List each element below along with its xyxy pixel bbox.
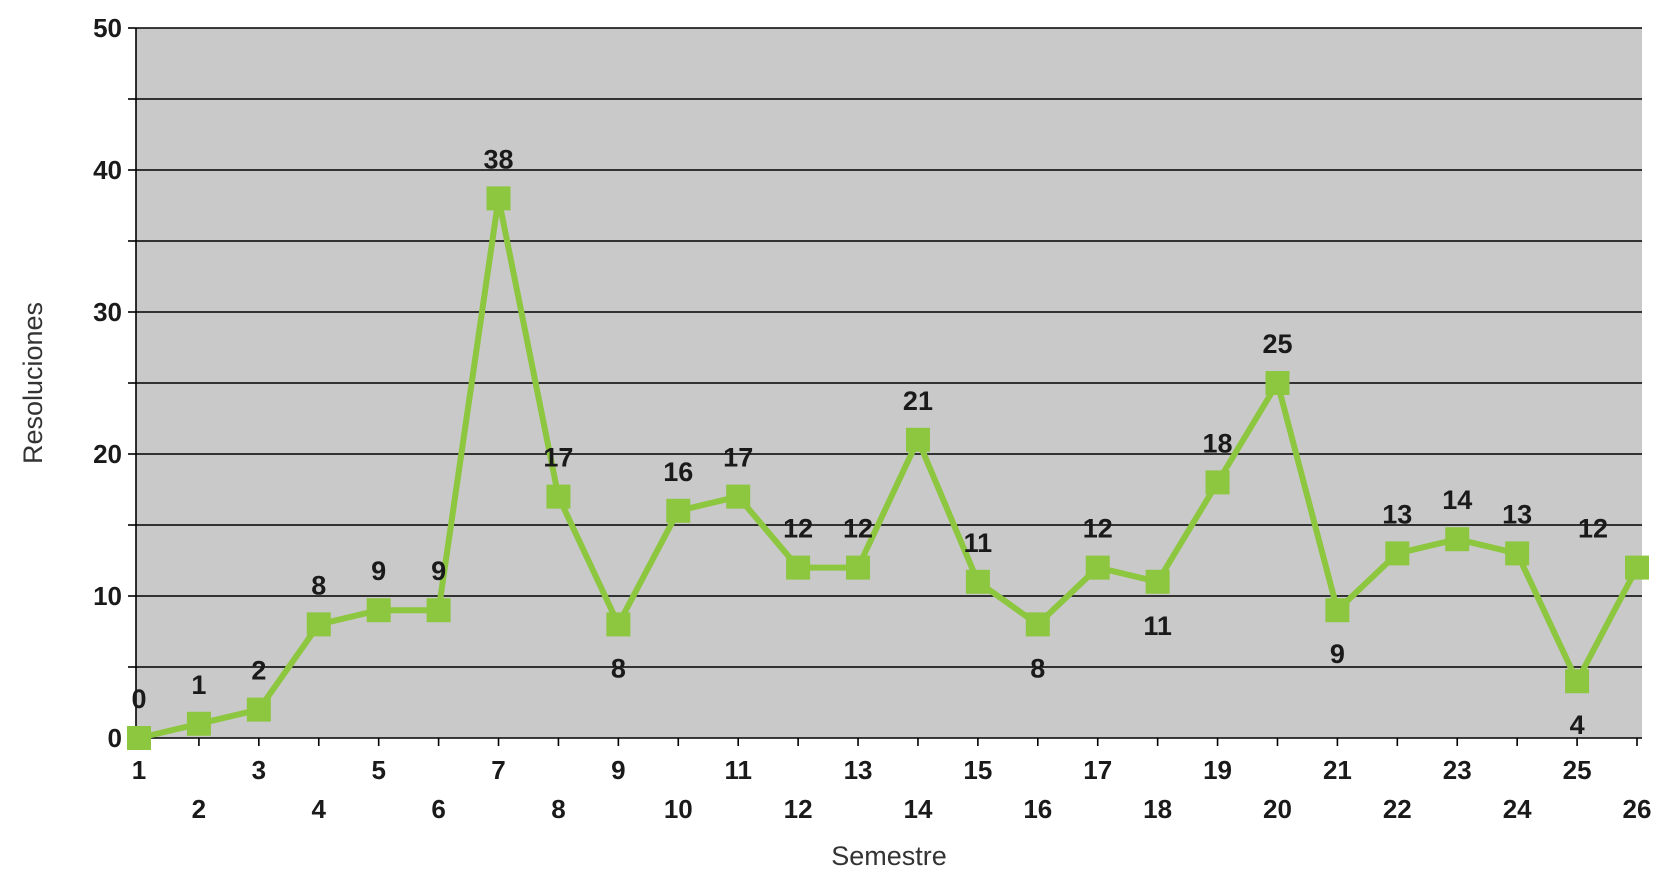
- axes: [128, 28, 1642, 746]
- data-label: 11: [964, 528, 993, 558]
- y-tick-label: 0: [108, 723, 122, 753]
- data-label: 14: [1442, 485, 1472, 515]
- x-tick-label: 17: [1083, 755, 1112, 785]
- x-tick-label: 2: [192, 794, 206, 824]
- data-point-marker: [1445, 527, 1470, 552]
- data-point-marker: [186, 711, 211, 736]
- data-point-marker: [1025, 612, 1050, 637]
- data-point-marker: [1565, 669, 1590, 694]
- data-label: 12: [843, 514, 873, 544]
- data-label: 38: [483, 144, 513, 174]
- x-tick-label: 7: [491, 755, 505, 785]
- data-label: 16: [663, 457, 693, 487]
- x-tick-label: 18: [1143, 794, 1172, 824]
- x-tick-label: 19: [1203, 755, 1232, 785]
- x-tick-label: 20: [1263, 794, 1292, 824]
- x-tick-label: 11: [724, 755, 752, 785]
- data-point-marker: [726, 484, 751, 509]
- data-label: 11: [1143, 611, 1172, 641]
- data-label: 13: [1382, 499, 1412, 529]
- data-point-marker: [1205, 470, 1230, 495]
- x-tick-label: 26: [1623, 794, 1652, 824]
- data-point-marker: [546, 484, 571, 509]
- data-point-marker: [786, 555, 811, 580]
- data-point-marker: [486, 186, 511, 211]
- x-tick-label: 8: [551, 794, 565, 824]
- data-series: [127, 186, 1649, 750]
- data-point-marker: [306, 612, 331, 637]
- data-point-marker: [1145, 569, 1170, 594]
- data-label: 0: [131, 684, 146, 714]
- x-tick-label: 4: [312, 794, 327, 824]
- data-point-marker: [366, 598, 391, 623]
- data-label: 12: [783, 514, 813, 544]
- data-label: 9: [371, 556, 386, 586]
- y-tick-label: 30: [93, 297, 122, 327]
- y-tick-label: 50: [93, 13, 122, 43]
- x-tick-label: 5: [371, 755, 385, 785]
- data-label: 25: [1262, 329, 1292, 359]
- x-tick-label: 12: [784, 794, 813, 824]
- x-tick-label: 3: [252, 755, 266, 785]
- data-label: 9: [431, 556, 446, 586]
- x-tick-label: 6: [431, 794, 445, 824]
- data-point-marker: [426, 598, 451, 623]
- data-label: 17: [723, 443, 753, 473]
- data-point-marker: [965, 569, 990, 594]
- data-point-marker: [1085, 555, 1110, 580]
- data-point-marker: [1505, 541, 1530, 566]
- data-label: 8: [1030, 653, 1045, 683]
- y-tick-label: 20: [93, 439, 122, 469]
- data-label: 13: [1502, 499, 1532, 529]
- data-point-marker: [606, 612, 631, 637]
- x-tick-label: 22: [1383, 794, 1412, 824]
- data-label: 4: [1570, 710, 1585, 740]
- x-tick-label: 10: [664, 794, 693, 824]
- data-label: 12: [1083, 514, 1113, 544]
- x-tick-label: 24: [1503, 794, 1532, 824]
- data-label: 21: [903, 386, 933, 416]
- data-label: 17: [543, 443, 573, 473]
- data-point-marker: [1385, 541, 1410, 566]
- data-label: 12: [1578, 514, 1608, 544]
- y-tick-label: 10: [93, 581, 122, 611]
- data-point-marker: [905, 427, 930, 452]
- data-label: 2: [251, 656, 266, 686]
- data-label: 9: [1330, 639, 1345, 669]
- x-tick-label: 23: [1443, 755, 1472, 785]
- data-label: 8: [611, 653, 626, 683]
- x-tick-label: 9: [611, 755, 625, 785]
- data-point-marker: [127, 726, 151, 750]
- x-axis-ticks: 1234567891011121314151617181920212223242…: [132, 738, 1652, 824]
- data-point-marker: [1625, 555, 1649, 580]
- data-label: 18: [1203, 428, 1233, 458]
- data-point-marker: [1325, 598, 1350, 623]
- data-label: 1: [191, 670, 206, 700]
- x-tick-label: 13: [844, 755, 873, 785]
- x-tick-label: 16: [1023, 794, 1052, 824]
- y-axis-ticks: 0 10 20 30 40 50: [93, 13, 136, 753]
- gridlines: [136, 27, 1642, 668]
- x-tick-label: 14: [903, 794, 932, 824]
- x-axis-title: Semestre: [831, 841, 947, 871]
- x-tick-label: 15: [963, 755, 992, 785]
- data-label: 8: [311, 570, 326, 600]
- data-point-marker: [846, 555, 871, 580]
- y-tick-label: 40: [93, 155, 122, 185]
- data-point-marker: [1265, 371, 1290, 395]
- data-point-marker: [246, 697, 271, 722]
- x-tick-label: 1: [132, 755, 146, 785]
- data-point-marker: [666, 498, 691, 523]
- x-tick-label: 21: [1323, 755, 1352, 785]
- x-tick-label: 25: [1563, 755, 1592, 785]
- y-axis-title: Resoluciones: [18, 302, 48, 464]
